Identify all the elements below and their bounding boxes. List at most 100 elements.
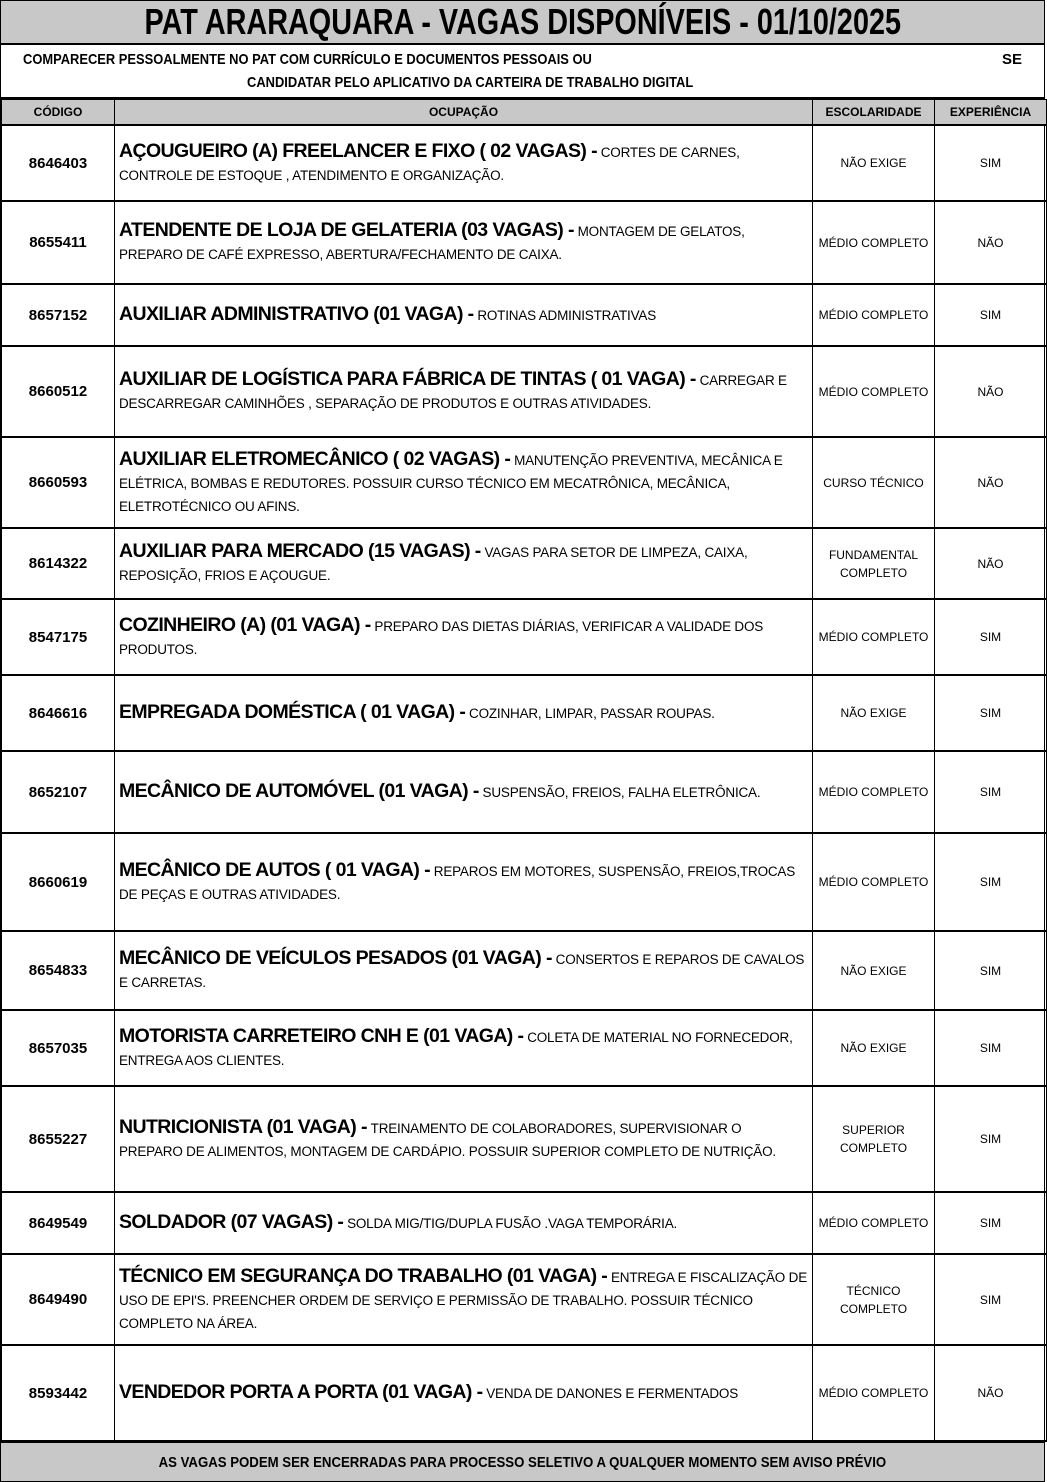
column-header-schooling: ESCOLARIDADE — [812, 99, 935, 126]
table-row: 8649490 TÉCNICO EM SEGURANÇA DO TRABALHO … — [1, 1253, 1047, 1346]
table-header: CÓDIGO OCUPAÇÃO ESCOLARIDADE EXPERIÊNCIA — [1, 99, 1047, 126]
job-title: AUXILIAR PARA MERCADO (15 VAGAS) - — [119, 540, 481, 562]
job-description: SUSPENSÃO, FREIOS, FALHA ELETRÔNICA. — [482, 785, 761, 800]
table-row: 8657152 AUXILIAR ADMINISTRATIVO (01 VAGA)… — [1, 283, 1047, 347]
table-row: 8655227 NUTRICIONISTA (01 VAGA) - TREINAM… — [1, 1085, 1047, 1193]
vacancy-table: CÓDIGO OCUPAÇÃO ESCOLARIDADE EXPERIÊNCIA… — [1, 99, 1047, 1442]
table-row: 8660593 AUXILIAR ELETROMECÂNICO ( 02 VAGA… — [1, 436, 1047, 529]
job-occupation: MECÂNICO DE AUTOMÓVEL (01 VAGA) - SUSPEN… — [114, 750, 813, 834]
job-experience: SIM — [934, 283, 1047, 347]
job-experience: SIM — [934, 1191, 1047, 1255]
table-row: 8646403 AÇOUGUEIRO (A) FREELANCER E FIXO … — [1, 124, 1047, 202]
job-occupation: COZINHEIRO (A) (01 VAGA) - PREPARO DAS D… — [114, 598, 813, 676]
job-code: 8657152 — [1, 283, 115, 347]
job-experience: SIM — [934, 1009, 1047, 1087]
job-code: 8649549 — [1, 1191, 115, 1255]
job-code: 8655227 — [1, 1085, 115, 1193]
job-schooling: MÉDIO COMPLETO — [812, 283, 935, 347]
table-row: 8649549 SOLDADOR (07 VAGAS) - SOLDA MIG/T… — [1, 1191, 1047, 1255]
job-experience: SIM — [934, 124, 1047, 202]
job-description: CONSERTOS E REPAROS DE CAVALOS E CARRETA… — [119, 952, 805, 990]
job-code: 8652107 — [1, 750, 115, 834]
job-occupation: EMPREGADA DOMÉSTICA ( 01 VAGA) - COZINHA… — [114, 674, 813, 752]
job-title: AUXILIAR DE LOGÍSTICA PARA FÁBRICA DE TI… — [119, 368, 696, 390]
table-row: 8655411 ATENDENTE DE LOJA DE GELATERIA (0… — [1, 200, 1047, 285]
job-title: AUXILIAR ADMINISTRATIVO (01 VAGA) - — [119, 303, 474, 325]
job-title: MOTORISTA CARRETEIRO CNH E (01 VAGA) - — [119, 1024, 524, 1047]
job-schooling: MÉDIO COMPLETO — [812, 200, 935, 285]
footer-notice: AS VAGAS PODEM SER ENCERRADAS PARA PROCE… — [1, 1442, 1044, 1481]
job-schooling: NÃO EXIGE — [812, 674, 935, 752]
table-row: 8593442 VENDEDOR PORTA A PORTA (01 VAGA) … — [1, 1344, 1047, 1442]
page-title-bar: PAT ARARAQUARA - VAGAS DISPONÍVEIS - 01/… — [1, 1, 1044, 45]
job-title: MECÂNICO DE AUTOMÓVEL (01 VAGA) - — [119, 780, 479, 802]
job-description: ENTREGA E FISCALIZAÇÃO DE USO DE EPI'S. … — [119, 1269, 808, 1331]
job-schooling: SUPERIOR COMPLETO — [812, 1085, 935, 1193]
table-row: 8646616 EMPREGADA DOMÉSTICA ( 01 VAGA) - … — [1, 674, 1047, 752]
column-header-code: CÓDIGO — [1, 99, 115, 126]
job-experience: SIM — [934, 930, 1047, 1011]
instructions-se: SE — [1001, 51, 1022, 68]
instructions: COMPARECER PESSOALMENTE NO PAT COM CURRÍ… — [1, 45, 1044, 99]
job-code: 8646403 — [1, 124, 115, 202]
job-occupation: MECÂNICO DE VEÍCULOS PESADOS (01 VAGA) -… — [114, 930, 813, 1011]
job-schooling: NÃO EXIGE — [812, 930, 935, 1011]
job-code: 8654833 — [1, 930, 115, 1011]
job-occupation: ATENDENTE DE LOJA DE GELATERIA (03 VAGAS… — [114, 200, 813, 285]
job-occupation: MOTORISTA CARRETEIRO CNH E (01 VAGA) - C… — [114, 1009, 813, 1087]
job-description: ROTINAS ADMINISTRATIVAS — [477, 308, 656, 323]
job-title: COZINHEIRO (A) (01 VAGA) - — [119, 613, 371, 636]
job-experience: SIM — [934, 832, 1047, 932]
job-schooling: CURSO TÉCNICO — [812, 436, 935, 529]
job-occupation: MECÂNICO DE AUTOS ( 01 VAGA) - REPAROS E… — [114, 832, 813, 932]
job-occupation: AUXILIAR PARA MERCADO (15 VAGAS) - VAGAS… — [114, 527, 813, 600]
job-description: PREPARO DAS DIETAS DIÁRIAS, VERIFICAR A … — [119, 618, 764, 657]
job-schooling: TÉCNICO COMPLETO — [812, 1253, 935, 1346]
job-schooling: MÉDIO COMPLETO — [812, 598, 935, 676]
job-code: 8646616 — [1, 674, 115, 752]
job-title: ATENDENTE DE LOJA DE GELATERIA (03 VAGAS… — [119, 219, 574, 241]
table-row: 8654833 MECÂNICO DE VEÍCULOS PESADOS (01 … — [1, 930, 1047, 1011]
job-code: 8657035 — [1, 1009, 115, 1087]
footer-text: AS VAGAS PODEM SER ENCERRADAS PARA PROCE… — [158, 1453, 887, 1471]
job-title: EMPREGADA DOMÉSTICA ( 01 VAGA) - — [119, 701, 466, 723]
job-description: MANUTENÇÃO PREVENTIVA, MECÂNICA E ELÉTRI… — [119, 452, 783, 514]
instructions-line-1: COMPARECER PESSOALMENTE NO PAT COM CURRÍ… — [23, 51, 592, 68]
instructions-line-2: CANDIDATAR PELO APLICATIVO DA CARTEIRA D… — [247, 74, 694, 91]
job-title: MECÂNICO DE VEÍCULOS PESADOS (01 VAGA) - — [119, 947, 552, 969]
job-code: 8660512 — [1, 345, 115, 438]
job-title: SOLDADOR (07 VAGAS) - — [119, 1211, 344, 1233]
job-schooling: MÉDIO COMPLETO — [812, 1191, 935, 1255]
table-row: 8652107 MECÂNICO DE AUTOMÓVEL (01 VAGA) -… — [1, 750, 1047, 834]
job-experience: NÃO — [934, 436, 1047, 529]
job-description: SOLDA MIG/TIG/DUPLA FUSÃO .VAGA TEMPORÁR… — [347, 1216, 678, 1231]
job-description: VENDA DE DANONES E FERMENTADOS — [486, 1386, 739, 1401]
job-schooling: FUNDAMENTAL COMPLETO — [812, 527, 935, 600]
job-experience: NÃO — [934, 345, 1047, 438]
job-experience: NÃO — [934, 200, 1047, 285]
job-occupation: AÇOUGUEIRO (A) FREELANCER E FIXO ( 02 VA… — [114, 124, 813, 202]
job-title: VENDEDOR PORTA A PORTA (01 VAGA) - — [119, 1381, 483, 1403]
job-schooling: MÉDIO COMPLETO — [812, 345, 935, 438]
job-description: VAGAS PARA SETOR DE LIMPEZA, CAIXA, REPO… — [119, 545, 748, 583]
job-description: REPAROS EM MOTORES, SUSPENSÃO, FREIOS,TR… — [119, 863, 796, 902]
job-experience: SIM — [934, 598, 1047, 676]
table-row: 8660619 MECÂNICO DE AUTOS ( 01 VAGA) - RE… — [1, 832, 1047, 932]
job-experience: SIM — [934, 1085, 1047, 1193]
job-schooling: MÉDIO COMPLETO — [812, 750, 935, 834]
job-code: 8660593 — [1, 436, 115, 529]
job-occupation: AUXILIAR ADMINISTRATIVO (01 VAGA) - ROTI… — [114, 283, 813, 347]
column-header-occupation: OCUPAÇÃO — [114, 99, 813, 126]
job-description: COZINHAR, LIMPAR, PASSAR ROUPAS. — [469, 706, 715, 721]
job-occupation: SOLDADOR (07 VAGAS) - SOLDA MIG/TIG/DUPL… — [114, 1191, 813, 1255]
job-description: MONTAGEM DE GELATOS, PREPARO DE CAFÉ EXP… — [119, 224, 745, 262]
job-schooling: NÃO EXIGE — [812, 124, 935, 202]
job-experience: SIM — [934, 674, 1047, 752]
job-experience: SIM — [934, 750, 1047, 834]
job-title: NUTRICIONISTA (01 VAGA) - — [119, 1115, 367, 1138]
job-schooling: MÉDIO COMPLETO — [812, 832, 935, 932]
table-row: 8547175 COZINHEIRO (A) (01 VAGA) - PREPAR… — [1, 598, 1047, 676]
job-occupation: AUXILIAR ELETROMECÂNICO ( 02 VAGAS) - MA… — [114, 436, 813, 529]
job-code: 8660619 — [1, 832, 115, 932]
